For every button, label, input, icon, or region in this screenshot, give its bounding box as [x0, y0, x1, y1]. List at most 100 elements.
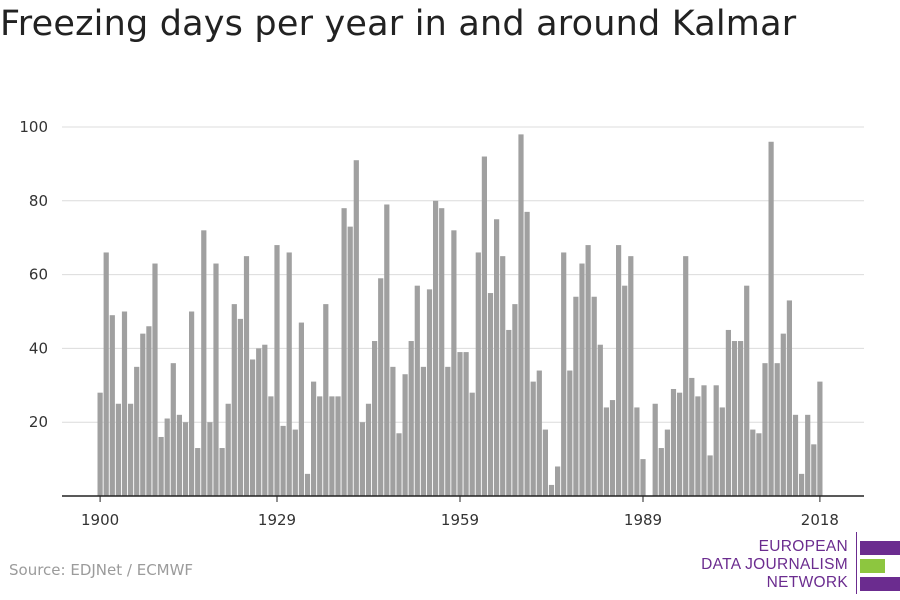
bar-1955 — [433, 200, 439, 497]
bar-1993 — [664, 429, 670, 496]
bar-1968 — [512, 304, 518, 496]
bar-1919 — [213, 263, 219, 496]
x-tick-label: 1900 — [81, 511, 119, 529]
bar-1978 — [573, 296, 579, 496]
axes — [62, 495, 864, 502]
bar-1997 — [689, 377, 695, 496]
bar-1953 — [420, 366, 426, 496]
bar-1974 — [548, 484, 555, 496]
bar-1977 — [567, 370, 573, 496]
bar-1927 — [262, 344, 268, 496]
bar-1960 — [463, 352, 469, 496]
bar-2012 — [780, 333, 786, 496]
bar-1956 — [439, 208, 445, 496]
bar-1902 — [109, 315, 115, 496]
bar-1907 — [140, 333, 146, 496]
bar-1980 — [585, 245, 591, 496]
y-tick-label: 60 — [29, 266, 48, 284]
bar-1966 — [500, 256, 506, 496]
bar-1922 — [231, 304, 237, 496]
bar-1958 — [451, 230, 457, 496]
bar-1942 — [353, 160, 359, 496]
bar-1972 — [536, 370, 542, 496]
bar-1952 — [414, 285, 420, 496]
bar-1931 — [286, 252, 292, 496]
bar-1998 — [695, 396, 701, 496]
chart-title: Freezing days per year in and around Kal… — [0, 4, 797, 44]
bar-1986 — [622, 285, 628, 496]
bar-1945 — [372, 341, 378, 496]
logo-bar-purple-bottom — [860, 577, 900, 591]
bar-1915 — [189, 311, 195, 496]
logo-bar-purple-top — [860, 541, 900, 555]
bar-1959 — [457, 352, 463, 496]
bar-2018 — [817, 381, 823, 496]
bar-1941 — [347, 226, 353, 496]
y-tick-label: 80 — [29, 192, 48, 210]
bar-1948 — [390, 366, 396, 496]
bar-1961 — [469, 392, 475, 496]
logo-line-3: NETWORK — [766, 574, 848, 591]
bar-1983 — [603, 407, 609, 496]
bar-2001 — [713, 385, 719, 496]
bar-1940 — [341, 208, 347, 496]
bar-1923 — [237, 318, 243, 496]
bar-2002 — [719, 407, 725, 496]
logo-line-2: DATA JOURNALISM — [701, 556, 848, 573]
bar-1982 — [597, 344, 603, 496]
bar-2010 — [768, 141, 774, 496]
bar-1976 — [561, 252, 567, 496]
bar-1903 — [115, 403, 121, 496]
bar-2017 — [811, 444, 817, 496]
bar-2009 — [762, 363, 768, 496]
bar-1925 — [250, 359, 256, 496]
bar-1950 — [402, 374, 408, 496]
bar-1994 — [670, 388, 677, 496]
bar-1944 — [365, 403, 372, 496]
bar-1906 — [134, 366, 140, 496]
bar-1988 — [634, 407, 640, 496]
bar-1921 — [225, 403, 231, 496]
bar-2015 — [799, 473, 805, 496]
bar-1913 — [176, 414, 182, 496]
bar-1917 — [201, 230, 207, 496]
y-tick-label: 40 — [29, 339, 48, 357]
bar-1996 — [683, 256, 689, 496]
bar-2007 — [750, 429, 756, 496]
bar-1924 — [243, 256, 250, 496]
bar-1985 — [616, 245, 622, 496]
bar-2000 — [707, 455, 713, 496]
bar-2006 — [744, 285, 750, 496]
edjnet-logo: EUROPEAN DATA JOURNALISM NETWORK — [690, 530, 900, 596]
bar-1900 — [97, 392, 103, 496]
bar-1962 — [475, 252, 481, 496]
x-tick-label: 1929 — [258, 511, 296, 529]
bar-1970 — [524, 211, 530, 496]
bar-1989 — [640, 459, 646, 496]
bar-2013 — [786, 300, 792, 496]
bar-1949 — [396, 433, 402, 496]
bar-1905 — [128, 403, 134, 496]
logo-line-1: EUROPEAN — [758, 538, 848, 555]
bar-1926 — [256, 348, 262, 496]
bar-1914 — [182, 422, 189, 496]
y-tick-labels: 20 40 60 80 100 — [19, 118, 48, 431]
y-tick-label: 20 — [29, 413, 48, 431]
x-tick-labels: 1900 1929 1959 1989 2018 — [81, 511, 839, 529]
bar-1969 — [518, 134, 524, 496]
bar-1943 — [359, 422, 365, 496]
bar-1939 — [335, 396, 341, 496]
bar-2005 — [738, 341, 744, 496]
bar-1947 — [384, 204, 390, 497]
bar-1964 — [487, 293, 494, 496]
bar-1904 — [121, 311, 128, 496]
bar-1979 — [579, 263, 585, 496]
bars — [97, 134, 823, 497]
bar-2014 — [792, 414, 799, 496]
bar-1901 — [103, 252, 109, 496]
bar-1973 — [542, 429, 548, 496]
source-note: Source: EDJNet / ECMWF — [9, 561, 194, 579]
bar-1934 — [304, 473, 311, 496]
bar-1930 — [280, 425, 286, 496]
